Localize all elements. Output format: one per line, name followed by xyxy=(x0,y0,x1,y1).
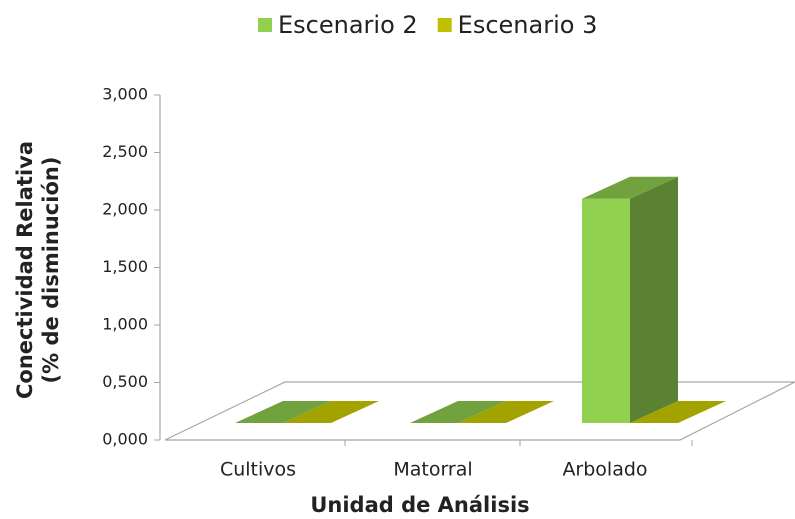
y-tick-label: 1,000 xyxy=(102,315,148,334)
bar-front xyxy=(582,198,630,423)
x-axis-title: Unidad de Análisis xyxy=(310,493,529,517)
bar-top xyxy=(283,401,379,423)
x-tick-label: Arbolado xyxy=(562,459,647,481)
y-axis-title-line: Conectividad Relativa xyxy=(13,141,37,399)
y-tick-label: 0,000 xyxy=(102,430,148,449)
legend-swatch xyxy=(437,18,452,32)
bar-top xyxy=(410,401,506,423)
bar-top xyxy=(582,176,678,199)
y-tick-label: 0,500 xyxy=(102,372,148,391)
y-tick-label: 3,000 xyxy=(102,85,148,104)
bar-top xyxy=(235,401,331,423)
y-tick-label: 2,000 xyxy=(102,200,148,219)
bar-side xyxy=(630,176,678,423)
legend-label: Escenario 2 xyxy=(278,11,418,39)
bar-top xyxy=(458,401,554,423)
y-tick-label: 1,500 xyxy=(102,257,148,276)
y-axis-title: Conectividad Relativa (% de disminución) xyxy=(13,141,63,399)
y-axis-title-line: (% de disminución) xyxy=(39,157,63,384)
x-tick-label: Cultivos xyxy=(220,459,296,481)
bar-top xyxy=(630,401,726,423)
legend-label: Escenario 3 xyxy=(458,11,598,39)
legend-swatch xyxy=(258,18,272,32)
y-tick-label: 2,500 xyxy=(102,142,148,161)
x-tick-label: Matorral xyxy=(393,459,472,481)
